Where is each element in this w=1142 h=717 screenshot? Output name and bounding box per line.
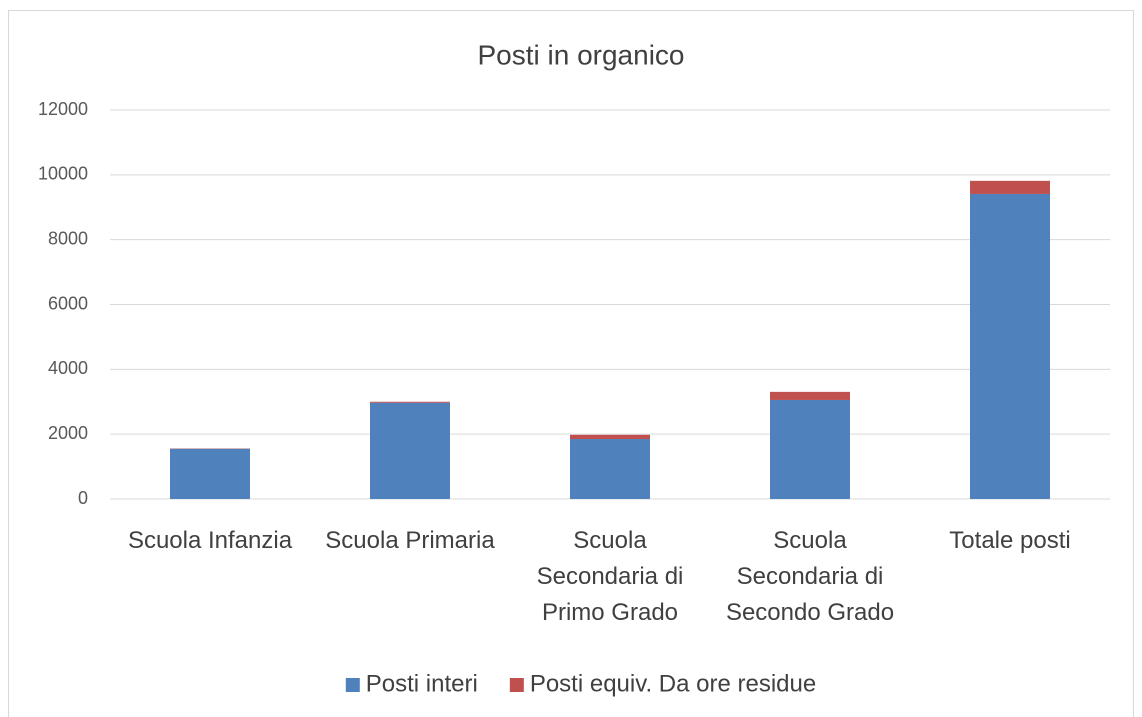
legend-swatch: [345, 678, 360, 692]
bar-segment: [970, 193, 1050, 499]
legend-label: Posti interi: [366, 670, 478, 697]
bar-segment: [570, 439, 650, 499]
legend-label: Posti equiv. Da ore residue: [530, 670, 816, 697]
x-tick-label: Scuola Primaria: [325, 527, 495, 554]
chart-title: Posti in organico: [477, 39, 684, 70]
bar-segment: [570, 434, 650, 440]
legend-item: Posti interi: [345, 670, 478, 697]
bar-segment: [370, 401, 450, 403]
chart-frame: [8, 10, 1134, 717]
x-tick-label: Scuola Secondaria di Primo Grado: [536, 527, 684, 626]
x-tick-label: Totale posti: [949, 527, 1071, 554]
x-tick-label: Scuola Secondaria di Secondo Grado: [725, 527, 895, 626]
bar-segment: [970, 180, 1050, 194]
y-tick-label: 8000: [48, 228, 88, 248]
y-tick-label: 0: [78, 488, 88, 508]
bar-segment: [170, 448, 250, 499]
y-tick-label: 12000: [38, 99, 88, 119]
bar-segment: [770, 399, 850, 499]
y-tick-label: 6000: [48, 293, 88, 313]
y-tick-label: 2000: [48, 423, 88, 443]
x-tick-label: Scuola Infanzia: [127, 527, 293, 554]
bar-segment: [770, 391, 850, 400]
y-tick-label: 4000: [48, 358, 88, 378]
y-tick-label: 10000: [38, 164, 88, 184]
legend-swatch: [509, 678, 524, 692]
bar-segment: [370, 402, 450, 499]
legend-item: Posti equiv. Da ore residue: [509, 670, 816, 697]
